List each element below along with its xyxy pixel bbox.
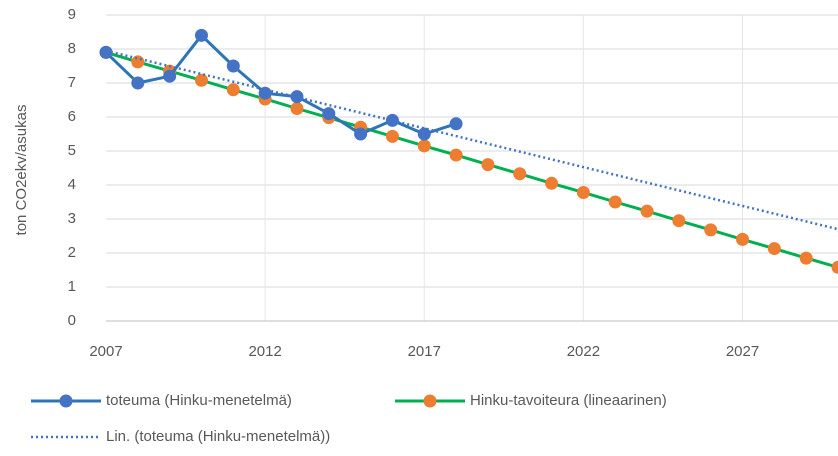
y-tick-label: 3: [68, 210, 76, 227]
data-point: [449, 117, 463, 131]
y-axis-label: ton CO2ekv/asukas: [13, 105, 30, 236]
data-point: [290, 102, 304, 115]
series-line: [105, 49, 838, 231]
y-tick-label: 0: [68, 312, 76, 329]
y-tick-label: 2: [68, 244, 76, 261]
series-line: [105, 50, 838, 269]
data-point: [417, 139, 431, 153]
y-tick-label: 8: [68, 40, 76, 57]
data-point: [258, 86, 272, 100]
data-point: [385, 113, 399, 127]
y-tick-label: 9: [68, 6, 76, 23]
x-tick-label: 2007: [89, 343, 122, 360]
data-point: [449, 148, 463, 162]
data-point: [545, 176, 559, 190]
data-point: [226, 59, 240, 73]
series-line: [104, 33, 457, 136]
x-tick-label: 2027: [726, 343, 759, 360]
x-tick-label: 2012: [248, 343, 281, 360]
data-point: [608, 195, 622, 209]
data-point: [226, 83, 240, 97]
data-point: [194, 73, 208, 87]
data-point: [385, 129, 399, 143]
data-point: [513, 167, 527, 181]
data-point: [736, 232, 750, 246]
data-point: [576, 185, 590, 199]
y-tick-label: 1: [68, 278, 76, 295]
legend-label: Hinku-tavoiteura (lineaarinen): [470, 392, 667, 409]
data-point: [704, 223, 718, 237]
data-point: [163, 69, 177, 83]
data-point: [767, 242, 781, 256]
data-point: [131, 76, 145, 90]
y-tick-label: 6: [68, 108, 76, 125]
y-tick-label: 4: [68, 176, 76, 193]
data-point: [481, 158, 495, 172]
data-point: [322, 107, 336, 121]
data-point: [417, 127, 431, 141]
data-point: [131, 55, 145, 69]
legend-marker: [59, 394, 73, 408]
legend-marker: [423, 394, 437, 408]
y-tick-label: 7: [68, 74, 76, 91]
data-point: [354, 127, 368, 141]
data-point: [672, 214, 686, 228]
x-tick-label: 2022: [567, 343, 600, 360]
x-tick-label: 2017: [408, 343, 441, 360]
data-point: [99, 45, 113, 59]
data-point: [194, 28, 208, 42]
legend-label: toteuma (Hinku-menetelmä): [106, 392, 292, 409]
legend-label: Lin. (toteuma (Hinku-menetelmä)): [106, 428, 330, 445]
data-point: [640, 204, 654, 218]
y-tick-label: 5: [68, 142, 76, 159]
data-point: [831, 260, 838, 274]
data-point: [799, 251, 813, 265]
